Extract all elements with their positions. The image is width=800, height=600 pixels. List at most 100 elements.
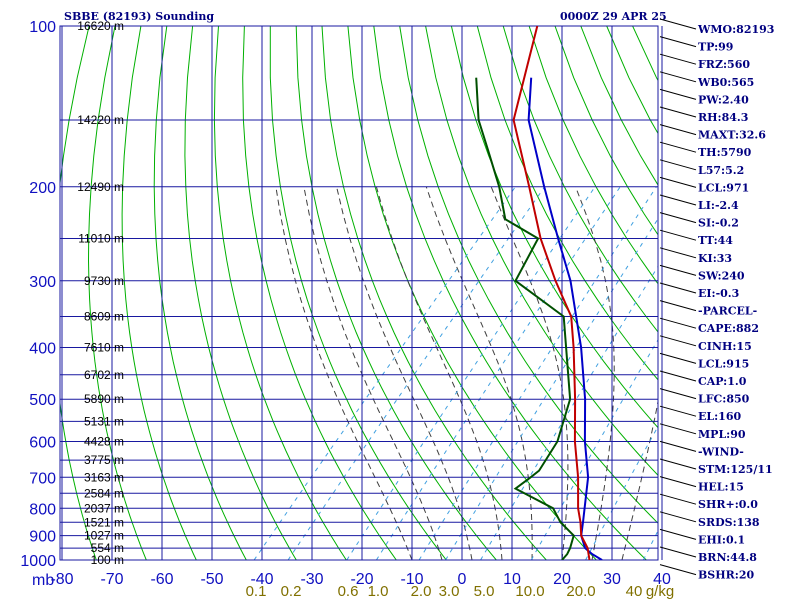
- dry-adiabat-line: [295, 26, 497, 560]
- mixing-ratio-line: [253, 186, 516, 560]
- index-leader-line: [659, 106, 697, 118]
- height-label: 11010 m: [78, 232, 124, 246]
- index-leader-line: [659, 176, 697, 188]
- index-label: TP:99: [698, 41, 733, 54]
- height-label: 6702 m: [84, 368, 124, 382]
- chart-title: SBBE (82193) Sounding: [64, 10, 214, 23]
- mixing-ratio-labels: 0.1 0.2 0.6 1.0 2.0 3.0 5.0 10.0 20.0 40 g/kg: [246, 583, 675, 600]
- pressure-label: 200: [29, 180, 56, 197]
- mixing-ratio-line: [375, 186, 621, 560]
- index-label: CAP:1.0: [698, 375, 747, 388]
- pressure-label: 400: [29, 341, 56, 358]
- index-label: HEL:15: [698, 481, 744, 494]
- moist-adiabat-line: [336, 186, 473, 560]
- moist-adiabat-line: [375, 186, 503, 560]
- index-leader-line: [659, 405, 697, 417]
- dry-adiabat-line: [762, 26, 800, 560]
- mixing-ratio-label: 40: [626, 583, 643, 600]
- dry-adiabat-line: [153, 26, 247, 560]
- pressure-label: 500: [29, 392, 56, 409]
- dry-adiabat-line: [554, 26, 658, 236]
- index-label: SHR+:0.0: [698, 498, 758, 511]
- height-label: 5890 m: [84, 392, 124, 406]
- index-label: EL:160: [698, 410, 741, 423]
- height-label: 7610 m: [84, 341, 124, 355]
- index-leader-line: [659, 247, 697, 259]
- height-label: 1027 m: [84, 529, 124, 543]
- index-leader-line: [659, 476, 697, 488]
- index-label: SW:240: [698, 269, 745, 282]
- index-leader-line: [659, 264, 697, 276]
- mixing-ratio-label: 1.0: [368, 583, 389, 600]
- pressure-axis-labels: 100 200 300 400 500 600 700 800 900 1000 mb: [20, 19, 56, 589]
- moist-adiabat-line: [275, 186, 413, 560]
- temperature-tick-label: 10: [503, 571, 521, 588]
- dry-adiabat-line: [580, 26, 658, 186]
- index-leader-line: [659, 194, 697, 206]
- plot-frame: [59, 25, 659, 561]
- temperature-tick-label: -40: [250, 571, 273, 588]
- dry-adiabat-line: [788, 26, 800, 560]
- index-label: WMO:82193: [697, 23, 774, 36]
- index-leader-line: [659, 546, 697, 558]
- index-label: MAXT:32.6: [698, 129, 766, 142]
- index-leader-line: [659, 124, 697, 136]
- index-label: PW:2.40: [698, 93, 749, 106]
- index-label: EHI:0.1: [698, 533, 745, 546]
- mixing-ratio-label: 0.1: [246, 583, 267, 600]
- dry-adiabat-line: [399, 26, 658, 524]
- temperature-tick-label: 0: [458, 571, 467, 588]
- moist-adiabat-line: [425, 186, 533, 560]
- temperature-tick-label: 40: [653, 571, 671, 588]
- height-label: 3775 m: [84, 453, 124, 467]
- dry-adiabat-line: [321, 26, 547, 560]
- temperature-tick-label: -80: [50, 571, 73, 588]
- index-leader-line: [659, 388, 697, 400]
- temperature-axis-labels: -80 -70 -60 -50 -40 -30 -20 -10 0 10 20 30 40: [50, 571, 671, 588]
- index-label: LFC:850: [698, 393, 750, 406]
- height-label: 2584 m: [84, 486, 124, 500]
- index-label: WB0:565: [697, 76, 754, 89]
- index-label: LCL:971: [698, 181, 749, 194]
- pressure-label: 100: [29, 19, 56, 36]
- pressure-label: 900: [29, 529, 56, 546]
- index-leader-line: [659, 493, 697, 505]
- moist-adiabat-line: [575, 186, 615, 560]
- temperature-tick-label: -70: [100, 571, 123, 588]
- height-label: 100 m: [91, 553, 124, 567]
- pressure-label: 1000: [20, 553, 56, 570]
- dry-adiabat-line: [269, 26, 447, 560]
- index-leader-line: [659, 440, 697, 452]
- pressure-label: 300: [29, 274, 56, 291]
- index-leader-line: [659, 88, 697, 100]
- temperature-tick-label: -60: [150, 571, 173, 588]
- index-label: KI:33: [698, 252, 732, 265]
- mixing-ratio-label: 10.0: [515, 583, 544, 600]
- height-label: 5131 m: [84, 414, 124, 428]
- height-label: 8609 m: [84, 310, 124, 324]
- index-leader-line: [659, 36, 697, 48]
- index-label: TH:5790: [698, 146, 752, 159]
- pressure-label: 600: [29, 435, 56, 452]
- mixing-ratio-label: 0.2: [281, 583, 302, 600]
- mixing-ratio-label: g/kg: [646, 583, 674, 600]
- grid: [59, 25, 663, 561]
- dry-adiabat-line: [213, 26, 347, 560]
- index-label: MPL:90: [698, 428, 746, 441]
- height-labels: 16620 m 14220 m 12490 m 11010 m 9730 m 8609 m…: [77, 19, 124, 567]
- index-leader-line: [659, 370, 697, 382]
- parcel-profile-line: [527, 77, 603, 560]
- temperature-tick-label: -20: [350, 571, 373, 588]
- height-label: 2037 m: [84, 501, 124, 515]
- index-leader-line: [659, 159, 697, 171]
- dewpoint-profile-line: [475, 77, 575, 560]
- index-label: STM:125/11: [698, 463, 773, 476]
- index-label: L57:5.2: [698, 164, 744, 177]
- mixing-ratio-line: [346, 186, 596, 560]
- index-leader-line: [659, 317, 697, 329]
- index-label: CAPE:882: [698, 322, 759, 335]
- moist-adiabat-line: [303, 186, 443, 560]
- indices-panel: WMO:82193 TP:99 FRZ:560 WB0:565 PW:2.40 RH:84…: [659, 18, 774, 582]
- index-leader-line: [659, 300, 697, 312]
